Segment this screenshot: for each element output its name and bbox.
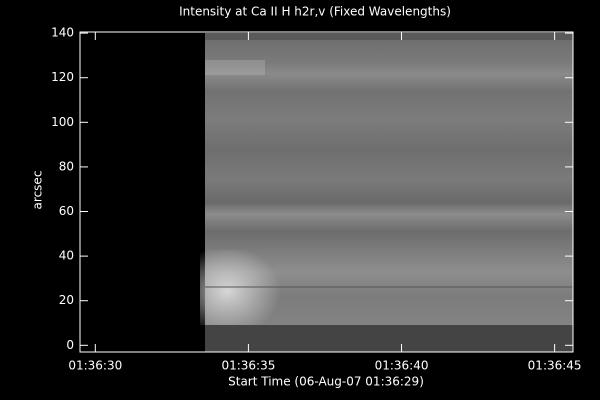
- image: [200, 33, 573, 352]
- y-tick-label: 120: [51, 70, 74, 84]
- image-bottom-band: [205, 325, 573, 352]
- image-top-band: [205, 33, 573, 40]
- plot-frame: [79, 31, 574, 353]
- bright-streak: [205, 60, 265, 75]
- chart-title: Intensity at Ca II H h2r,v (Fixed Wavele…: [179, 5, 451, 19]
- y-axis-label: arcsec: [31, 171, 45, 210]
- y-tick-label: 0: [66, 338, 74, 352]
- y-tick-label: 20: [59, 293, 74, 307]
- x-tick-label: 01:36:35: [221, 359, 275, 373]
- y-tick-label: 100: [51, 115, 74, 129]
- y-tick-label: 60: [59, 204, 74, 218]
- y-tick-label: 80: [59, 159, 74, 173]
- y-tick-label: 140: [51, 26, 74, 40]
- x-tick-label: 01:36:30: [68, 359, 122, 373]
- x-axis-label: Start Time (06-Aug-07 01:36:29): [228, 375, 424, 389]
- x-tick-label: 01:36:40: [375, 359, 429, 373]
- x-tick-label: 01:36:45: [528, 359, 582, 373]
- y-tick-label: 40: [59, 249, 74, 263]
